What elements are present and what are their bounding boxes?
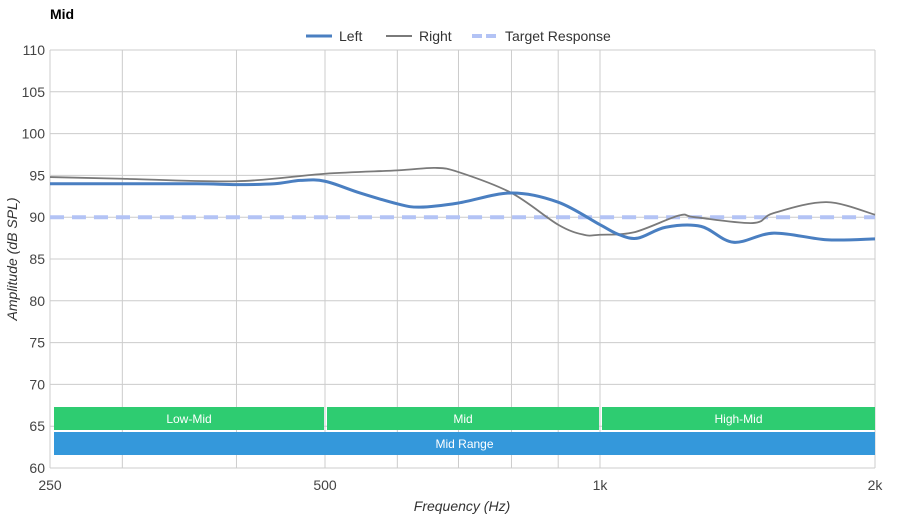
series-line-right [49,166,876,237]
y-tick-label: 85 [29,251,45,267]
legend-item-label: Target Response [505,28,611,44]
band-low-mid [54,407,324,430]
band-label: Mid Range [435,437,493,451]
band-label: Low-Mid [166,412,211,426]
y-tick-label: 75 [29,335,45,351]
y-tick-label: 60 [29,460,45,476]
x-tick-label: 500 [313,477,337,493]
band-label: High-Mid [714,412,762,426]
x-tick-label: 250 [38,477,62,493]
chart-title: Mid [50,6,74,22]
series-line-left [50,178,876,244]
x-axis-label: Frequency (Hz) [414,498,510,514]
legend: Left Right Target Response [306,28,611,44]
y-tick-label: 65 [29,418,45,434]
y-tick-label: 80 [29,293,45,309]
y-tick-label: 100 [22,126,46,142]
y-tick-label: 95 [29,167,45,183]
bands: Low-Mid Mid High-Mid Mid Range [54,407,875,455]
x-tick-label: 1k [593,477,609,493]
y-tick-label: 110 [23,42,46,58]
band-label: Mid [453,412,472,426]
y-tick-label: 90 [29,209,45,225]
y-tick-label: 105 [22,84,46,100]
band-high-mid [602,407,875,430]
y-axis-label: Amplitude (dB SPL) [4,198,20,322]
legend-item-label: Right [419,28,452,44]
series-lines [49,166,876,244]
band-mid [327,407,599,430]
ticks: 60 65 70 75 80 85 90 95 100 105 110 250 500 1k 2k [22,42,884,493]
y-tick-label: 70 [29,376,45,392]
grid [49,49,876,469]
legend-item-label: Left [339,28,362,44]
x-tick-label: 2k [868,477,884,493]
band-mid-range [54,432,875,455]
